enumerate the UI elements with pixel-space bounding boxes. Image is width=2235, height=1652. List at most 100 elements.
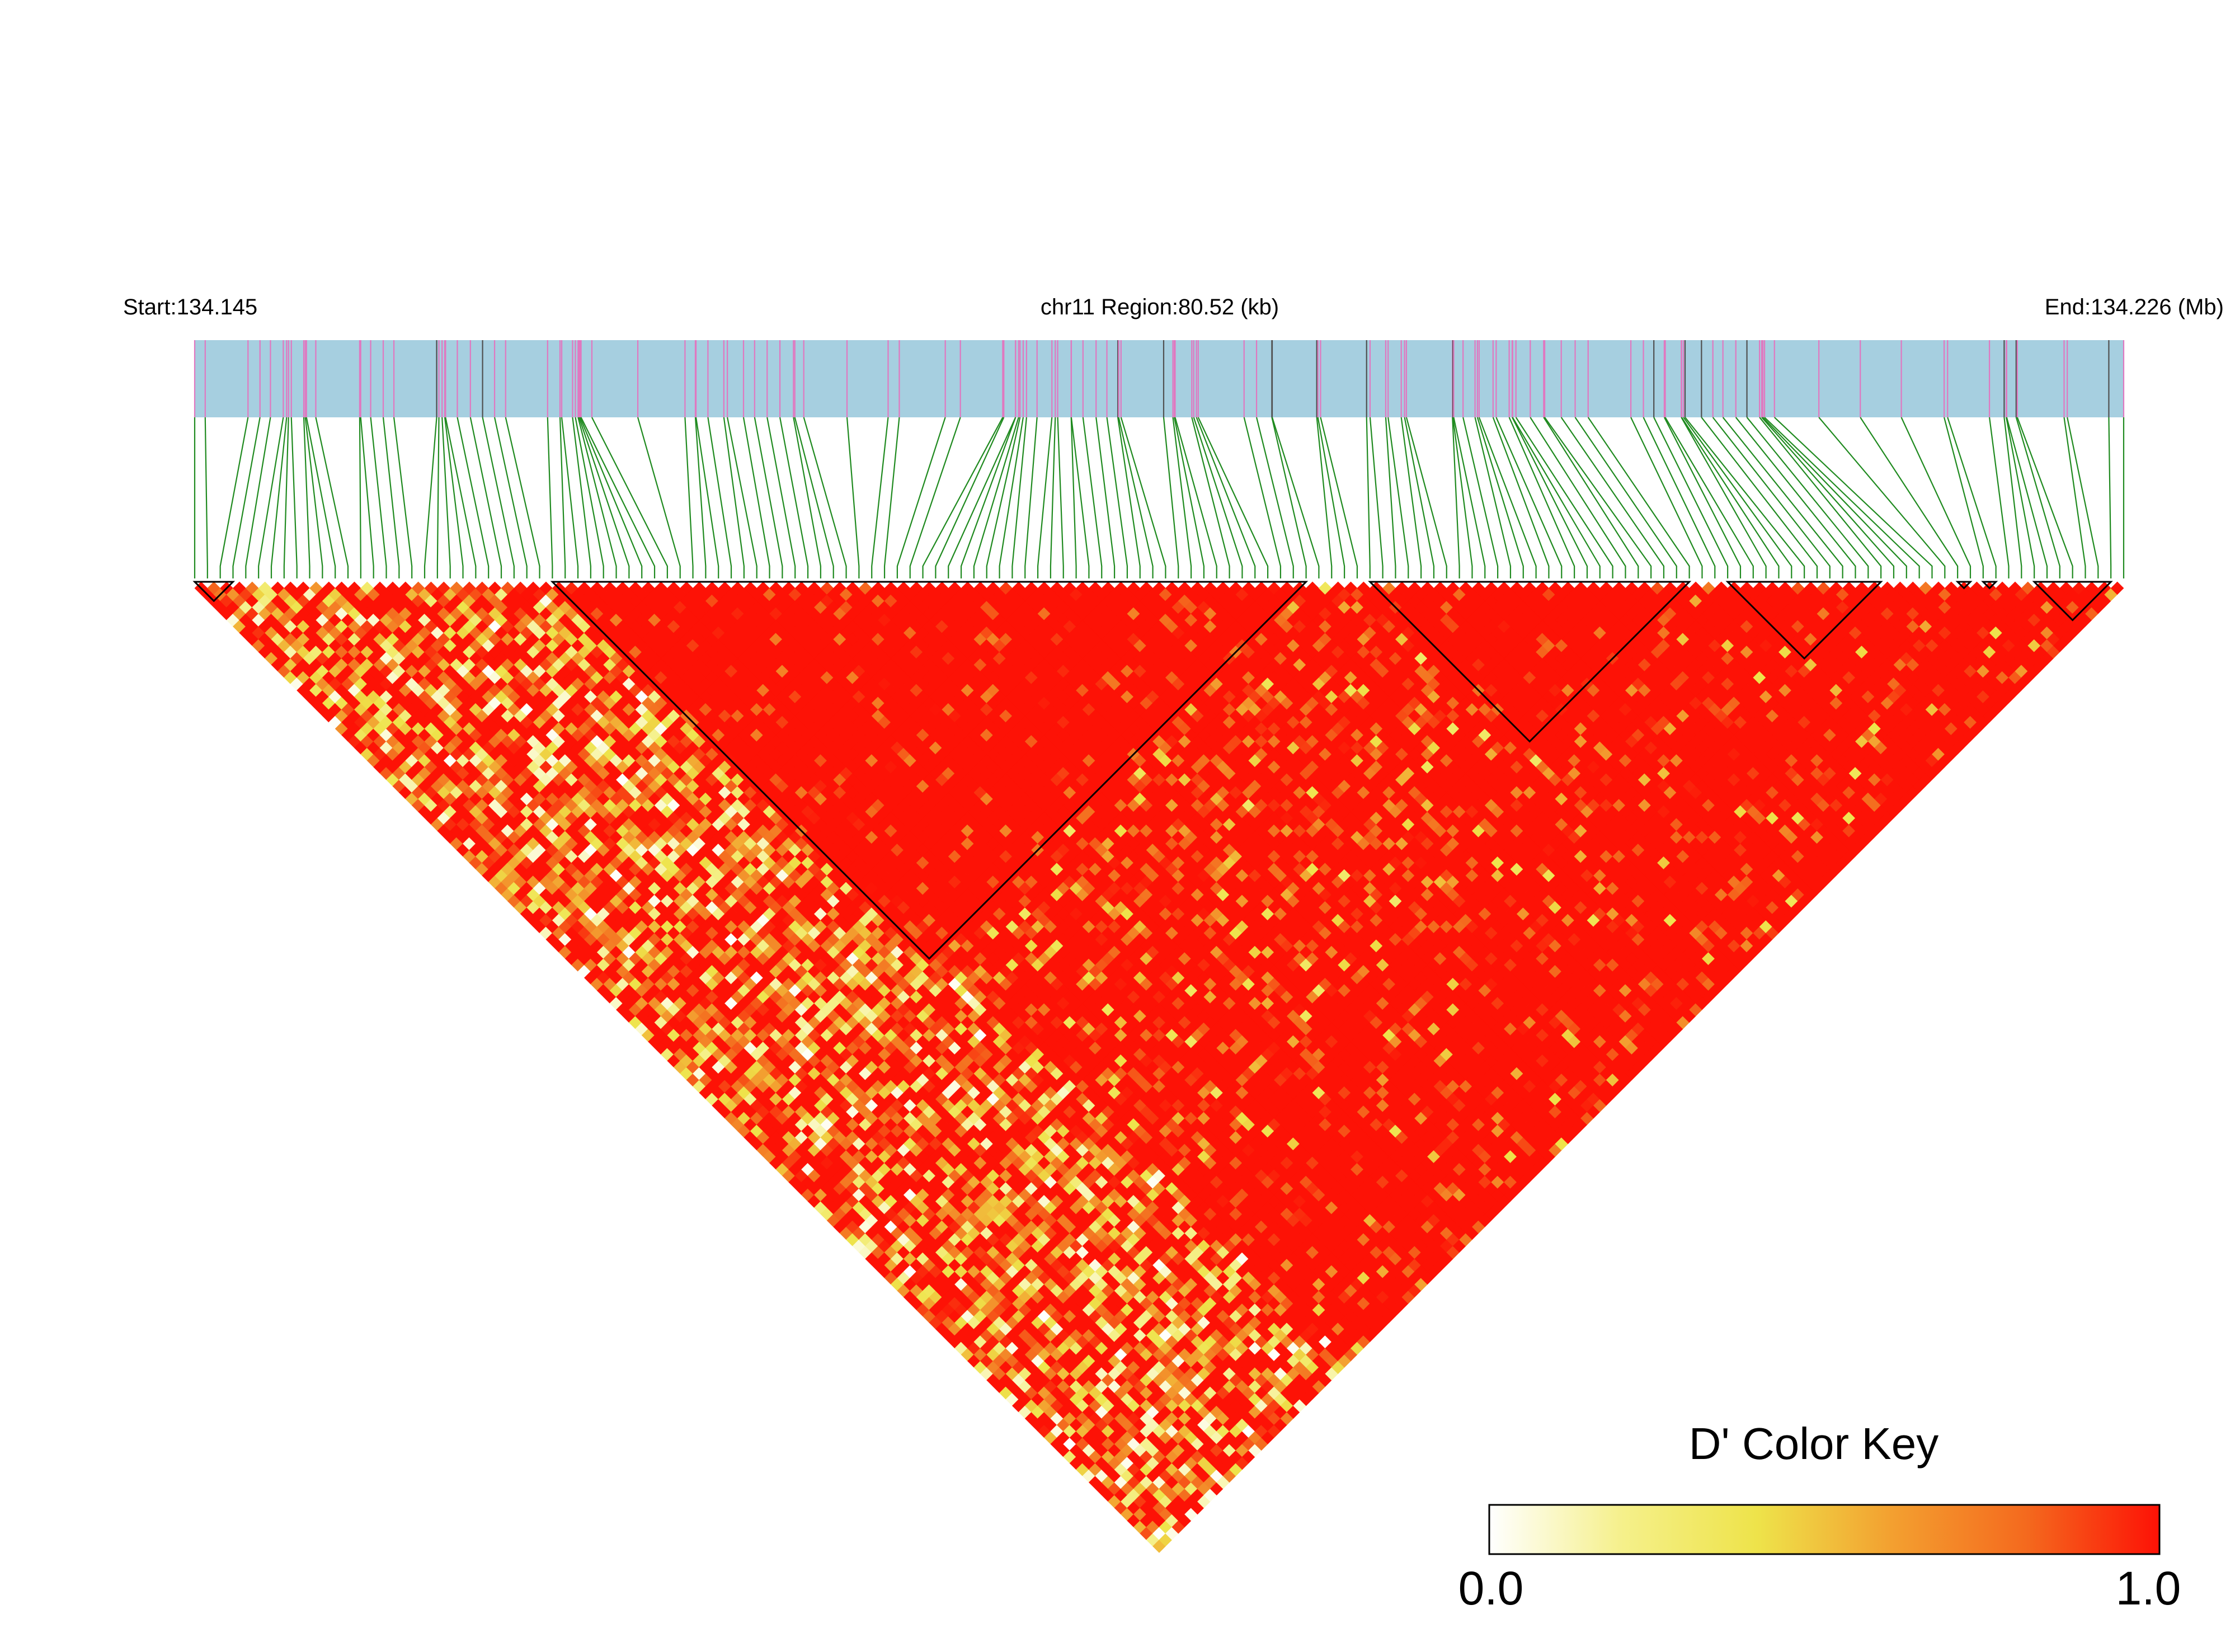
snp-connector — [1400, 417, 1422, 578]
snp-connector — [578, 417, 630, 578]
snp-connector — [1255, 417, 1294, 578]
snp-connector — [1630, 417, 1703, 578]
snp-connector — [1117, 417, 1141, 578]
snp-connector — [960, 417, 1017, 578]
snp-connector — [1452, 417, 1460, 578]
snp-connector — [1544, 417, 1652, 578]
snp-connector — [1947, 417, 1997, 578]
snp-connector — [1722, 417, 1843, 578]
region-size-label: chr11 Region:80.52 (kb) — [1041, 295, 1279, 319]
snp-connector — [258, 417, 284, 578]
snp-connector — [359, 417, 361, 578]
snp-connector — [591, 417, 668, 578]
snp-connector — [1712, 417, 1831, 578]
snp-connector — [883, 417, 900, 578]
snp-connector — [727, 417, 757, 578]
snp-connector — [1759, 417, 1882, 578]
snp-connector — [1070, 417, 1077, 578]
snp-connector — [559, 417, 566, 578]
snp-connector — [482, 417, 515, 578]
snp-connector — [445, 417, 477, 578]
snp-connector — [1683, 417, 1792, 578]
snp-connector — [204, 417, 208, 578]
snp-connector — [270, 417, 288, 578]
snp-connector — [1476, 417, 1524, 578]
snp-connector — [1462, 417, 1499, 578]
snp-connector — [1120, 417, 1166, 578]
snp-connector — [2006, 417, 2035, 578]
snp-connector — [2063, 417, 2086, 578]
snp-connector — [1560, 417, 1665, 578]
snp-connector — [2006, 417, 2048, 578]
snp-connector — [1070, 417, 1090, 578]
snp-connector — [303, 417, 310, 578]
snp-connector — [1163, 417, 1179, 578]
snp-connector — [305, 417, 336, 578]
snp-connector — [1172, 417, 1192, 578]
snp-connector-lines — [194, 417, 2125, 578]
snp-connector — [444, 417, 464, 578]
snp-connector — [1320, 417, 1358, 578]
snp-connector — [1530, 417, 1626, 578]
snp-connector — [290, 417, 298, 578]
snp-connector — [577, 417, 617, 578]
snp-connector — [1761, 417, 1895, 578]
snp-connector — [1271, 417, 1307, 578]
snp-connector — [232, 417, 261, 578]
snp-connector — [1191, 417, 1230, 578]
snp-position-track — [194, 340, 2125, 417]
snp-connector — [896, 417, 946, 578]
snp-connector — [382, 417, 400, 578]
snp-connector — [1271, 417, 1320, 578]
snp-connector — [1508, 417, 1575, 578]
snp-connector — [1764, 417, 1920, 578]
snp-connector — [1317, 417, 1345, 578]
snp-connector — [1193, 417, 1243, 578]
snp-connector — [436, 417, 440, 578]
snp-connector — [315, 417, 349, 578]
region-end-label: End:134.226 (Mb) — [2045, 295, 2224, 319]
snp-connector — [1681, 417, 1767, 578]
snp-connector — [1664, 417, 1754, 578]
snp-connector — [1369, 417, 1384, 578]
snp-connector — [999, 417, 1024, 578]
snp-connector — [1495, 417, 1563, 578]
ld-cell-matrix — [194, 581, 2124, 1553]
snp-connector — [1174, 417, 1217, 578]
snp-connector — [742, 417, 770, 578]
snp-connector — [2015, 417, 2060, 578]
snp-connector — [1478, 417, 1537, 578]
snp-connector — [1746, 417, 1869, 578]
snp-connector — [1095, 417, 1116, 578]
snp-connector — [579, 417, 643, 578]
snp-connector — [2108, 417, 2112, 578]
snp-connector — [766, 417, 796, 578]
snp-connector — [1512, 417, 1588, 578]
snp-connector — [370, 417, 387, 578]
snp-connector — [1681, 417, 1780, 578]
snp-connector — [779, 417, 809, 578]
snp-connector — [948, 417, 1017, 578]
snp-connector — [1543, 417, 1639, 578]
snp-connector — [684, 417, 694, 578]
snp-track-band — [195, 340, 2124, 417]
snp-connector — [1653, 417, 1729, 578]
snp-connector — [457, 417, 490, 578]
snp-connector — [1452, 417, 1473, 578]
snp-connector — [547, 417, 553, 578]
snp-connector — [493, 417, 528, 578]
snp-connector — [1173, 417, 1205, 578]
snp-connector — [986, 417, 1021, 578]
snp-connector — [424, 417, 437, 578]
snp-connector — [2067, 417, 2099, 578]
snp-connector — [1587, 417, 1690, 578]
snp-connector — [393, 417, 413, 578]
snp-connector — [707, 417, 732, 578]
snp-connector — [505, 417, 540, 578]
snp-connector — [1762, 417, 1907, 578]
snp-connector — [1735, 417, 1856, 578]
snp-connector — [794, 417, 834, 578]
snp-connector — [1944, 417, 1984, 578]
snp-connector — [1106, 417, 1128, 578]
snp-connector — [304, 417, 323, 578]
